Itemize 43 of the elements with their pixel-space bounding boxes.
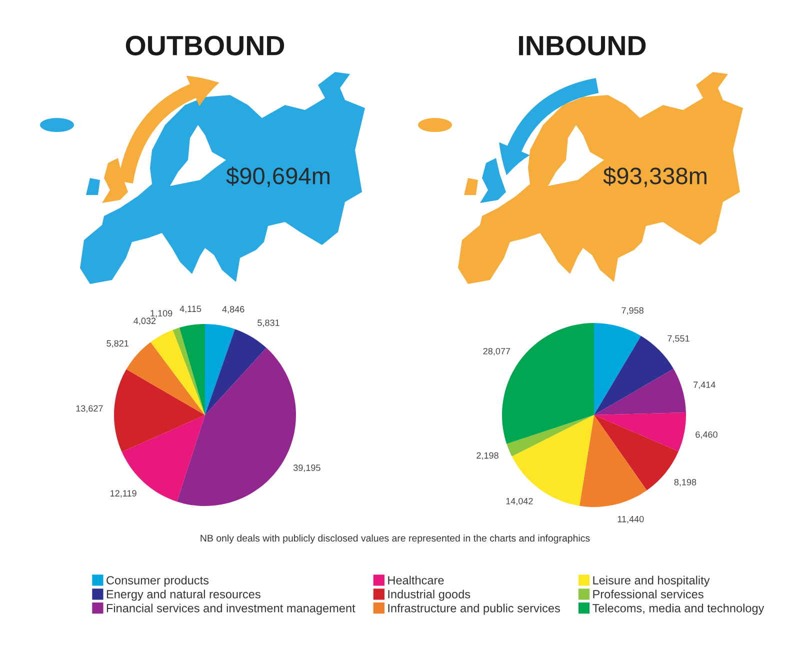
chart-title: INBOUND — [519, 36, 646, 56]
data-label: 2,198 — [476, 452, 498, 460]
data-label: 7,414 — [694, 382, 716, 390]
chart-title: OUTBOUND — [126, 36, 284, 56]
data-label: 7,958 — [622, 307, 644, 315]
legend-label: Industrial goods — [388, 590, 470, 601]
data-label: 7,551 — [668, 335, 690, 343]
pie-slice — [114, 369, 205, 452]
data-label: 4,032 — [134, 318, 156, 326]
data-label: 11,440 — [618, 516, 644, 524]
data-label: 13,627 — [76, 405, 103, 413]
data-label: 28,077 — [483, 348, 510, 356]
pie-slice — [205, 324, 235, 415]
pie-slice — [150, 330, 205, 415]
data-label: 4,115 — [180, 306, 202, 314]
data-label: 39,195 — [293, 464, 320, 472]
data-label: 6,460 — [696, 431, 718, 439]
pie-slice — [594, 368, 686, 415]
text: $93,338m — [603, 166, 706, 188]
legend-label: Telecoms, media and technology — [592, 604, 764, 615]
legend-label: Healthcare — [388, 576, 444, 584]
legend-label: Financial services and investment management — [106, 604, 356, 615]
pie-slice — [579, 415, 647, 507]
data-label: 5,821 — [106, 340, 128, 348]
pie-slice — [179, 324, 205, 415]
legend-label: Professional services — [593, 590, 704, 598]
legend-label: Infrastructure and public services — [388, 604, 560, 615]
data-label: 12,119 — [110, 490, 136, 498]
legend-label: Energy and natural resources — [106, 590, 260, 601]
legend-label: Leisure and hospitality — [593, 576, 710, 587]
data-label: 14,042 — [506, 498, 533, 506]
data-label: 8,198 — [674, 478, 696, 486]
pie-slice — [594, 323, 641, 415]
legend-label: Consumer products — [106, 576, 209, 587]
data-label: 1,109 — [150, 310, 172, 318]
pie-slice — [594, 412, 686, 452]
text: NB only deals with publicly disclosed values are represented in the charts and infographics — [200, 534, 590, 544]
pie-slice — [205, 329, 266, 415]
text: $90,694m — [226, 166, 330, 188]
data-label: 5,831 — [258, 320, 280, 328]
pie-slice — [506, 415, 594, 456]
data-label: 4,846 — [222, 306, 244, 314]
pie-slice — [172, 328, 205, 415]
